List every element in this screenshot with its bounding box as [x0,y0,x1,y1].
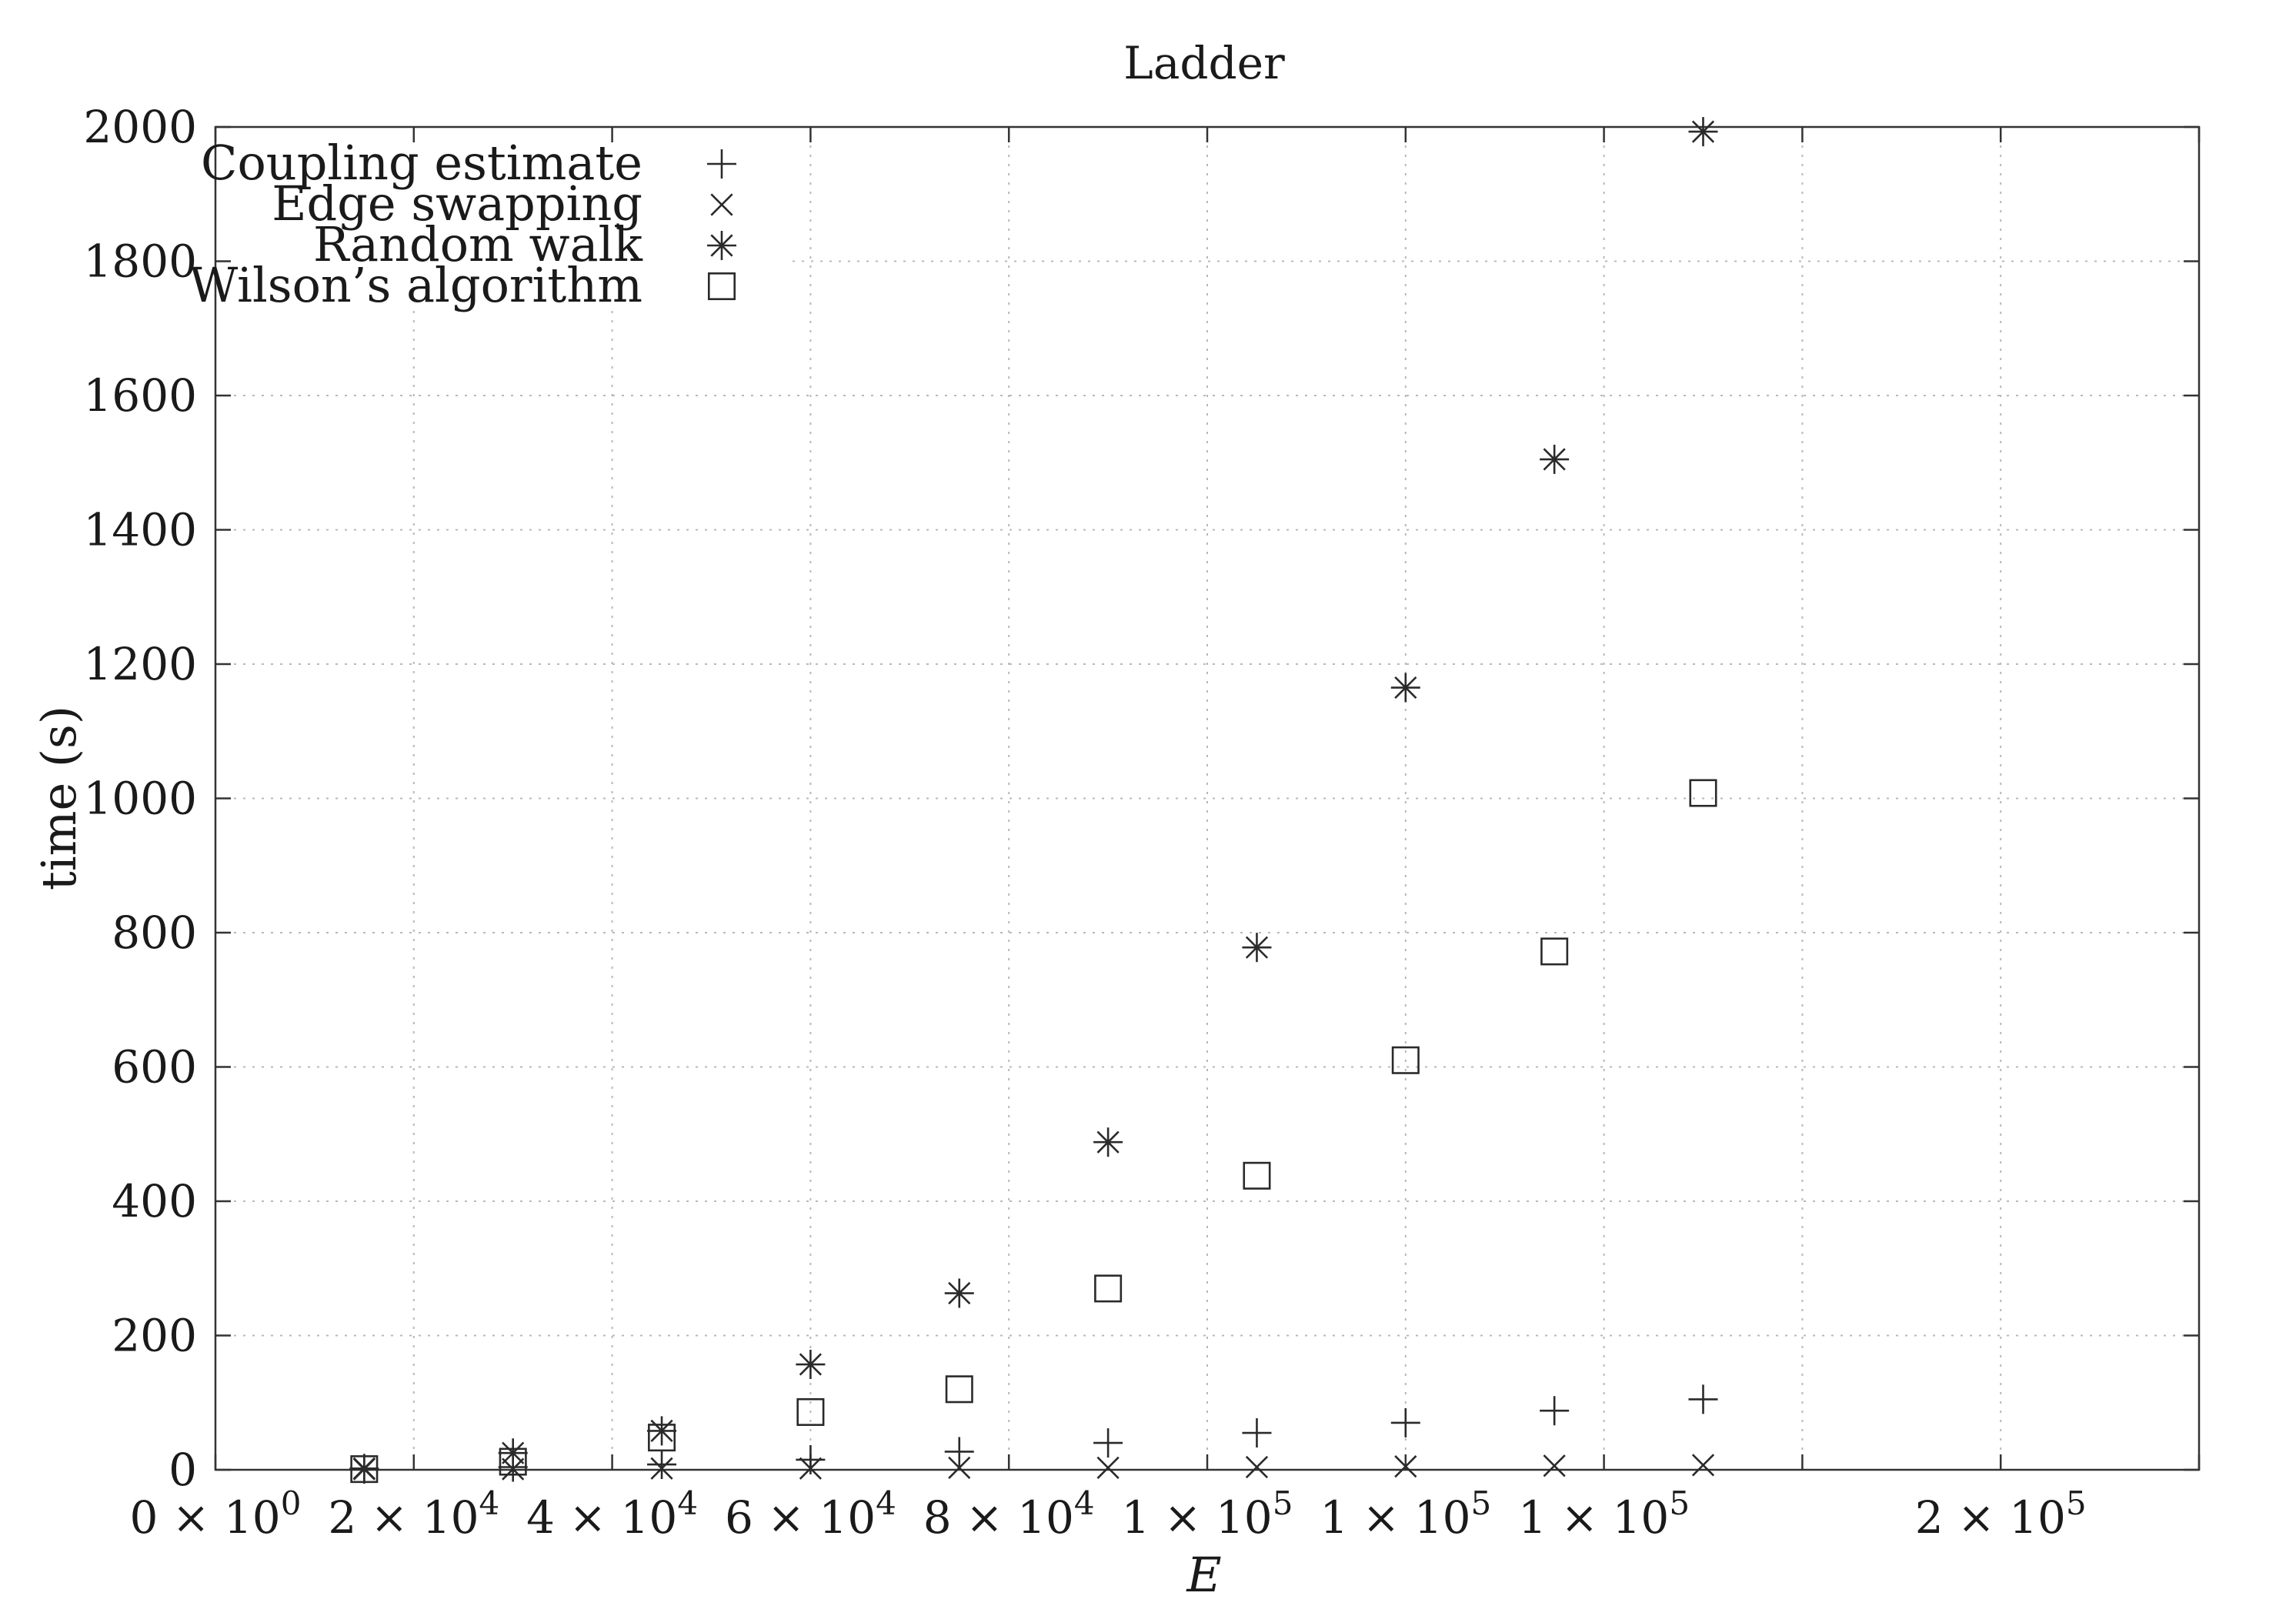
data-point-star [1242,933,1272,963]
y-tick-label: 200 [112,1310,197,1362]
y-axis-label: time (s) [31,706,87,890]
y-tick-label: 1400 [83,504,197,556]
y-tick-label: 800 [112,906,197,959]
data-point-square [1689,779,1717,807]
x-tick-label: 2 × 104 [328,1484,499,1544]
data-point-star [1540,444,1570,474]
legend-label: Random walk [313,216,642,272]
chart-title: Ladder [1123,37,1285,89]
y-tick-label: 600 [112,1041,197,1093]
x-tick-label: 1 × 105 [1518,1484,1690,1544]
data-point-square [648,1424,676,1452]
data-point-star [498,1438,528,1468]
x-tick-label: 0 × 100 [130,1484,302,1544]
data-point-square [1094,1274,1123,1303]
data-point-plus [1390,1407,1420,1437]
x-tick-label: 1 × 105 [1122,1484,1293,1544]
data-point-cross [650,1457,673,1480]
data-point-square [1540,937,1569,966]
data-point-cross [502,1457,525,1481]
data-point-cross [1691,1454,1715,1477]
legend-symbol-star [707,231,736,260]
data-point-star [1688,117,1718,147]
y-tick-label: 0 [169,1444,197,1496]
data-point-square [1391,1046,1420,1074]
grid [215,127,2199,1470]
x-tick-label: 2 × 105 [1915,1484,2087,1544]
legend-symbol-plus [707,149,736,179]
data-point-cross [1543,1454,1566,1477]
x-tick-label: 1 × 105 [1320,1484,1491,1544]
data-point-square [1243,1161,1271,1190]
data-point-star [796,1350,826,1380]
data-point-square [945,1375,973,1404]
data-point-square [499,1447,527,1476]
data-point-star [647,1416,677,1446]
legend-label: Coupling estimate [201,135,642,191]
data-point-cross [948,1456,971,1479]
legend-symbol-square [707,272,736,301]
data-point-star [349,1454,379,1484]
x-axis-label: E [1186,1547,1221,1603]
data-point-star [1390,673,1420,703]
legend-symbol-cross [710,193,733,216]
data-point-plus [944,1437,974,1467]
data-point-plus [1688,1384,1718,1414]
data-point-cross [799,1457,822,1480]
data-point-cross [1394,1455,1417,1478]
y-tick-label: 1200 [83,638,197,690]
data-point-cross [1245,1455,1269,1479]
x-tick-label: 8 × 104 [923,1484,1095,1544]
data-point-cross [1096,1456,1120,1479]
data-point-plus [1242,1418,1272,1448]
data-point-plus [1540,1396,1570,1426]
y-tick-label: 1000 [83,773,197,825]
data-point-square [350,1455,379,1484]
y-tick-label: 2000 [83,101,197,153]
data-point-plus [1093,1428,1123,1458]
data-point-star [944,1278,974,1308]
y-tick-label: 1800 [83,235,197,288]
y-tick-label: 400 [112,1175,197,1227]
legend-label: Edge swapping [272,175,642,232]
data-point-star [1093,1127,1123,1157]
x-tick-label: 4 × 104 [526,1484,698,1544]
data-points [349,117,1718,1484]
axis-ticks: 0 200 400 600 800 1000 1200 1400 1600 1800 2000 0 ×… [83,101,2201,1544]
legend-label: Wilson’s algorithm [189,257,642,313]
y-tick-label: 1600 [83,369,197,422]
data-point-square [796,1397,825,1426]
data-point-plus [647,1450,677,1480]
x-tick-label: 6 × 104 [725,1484,896,1544]
